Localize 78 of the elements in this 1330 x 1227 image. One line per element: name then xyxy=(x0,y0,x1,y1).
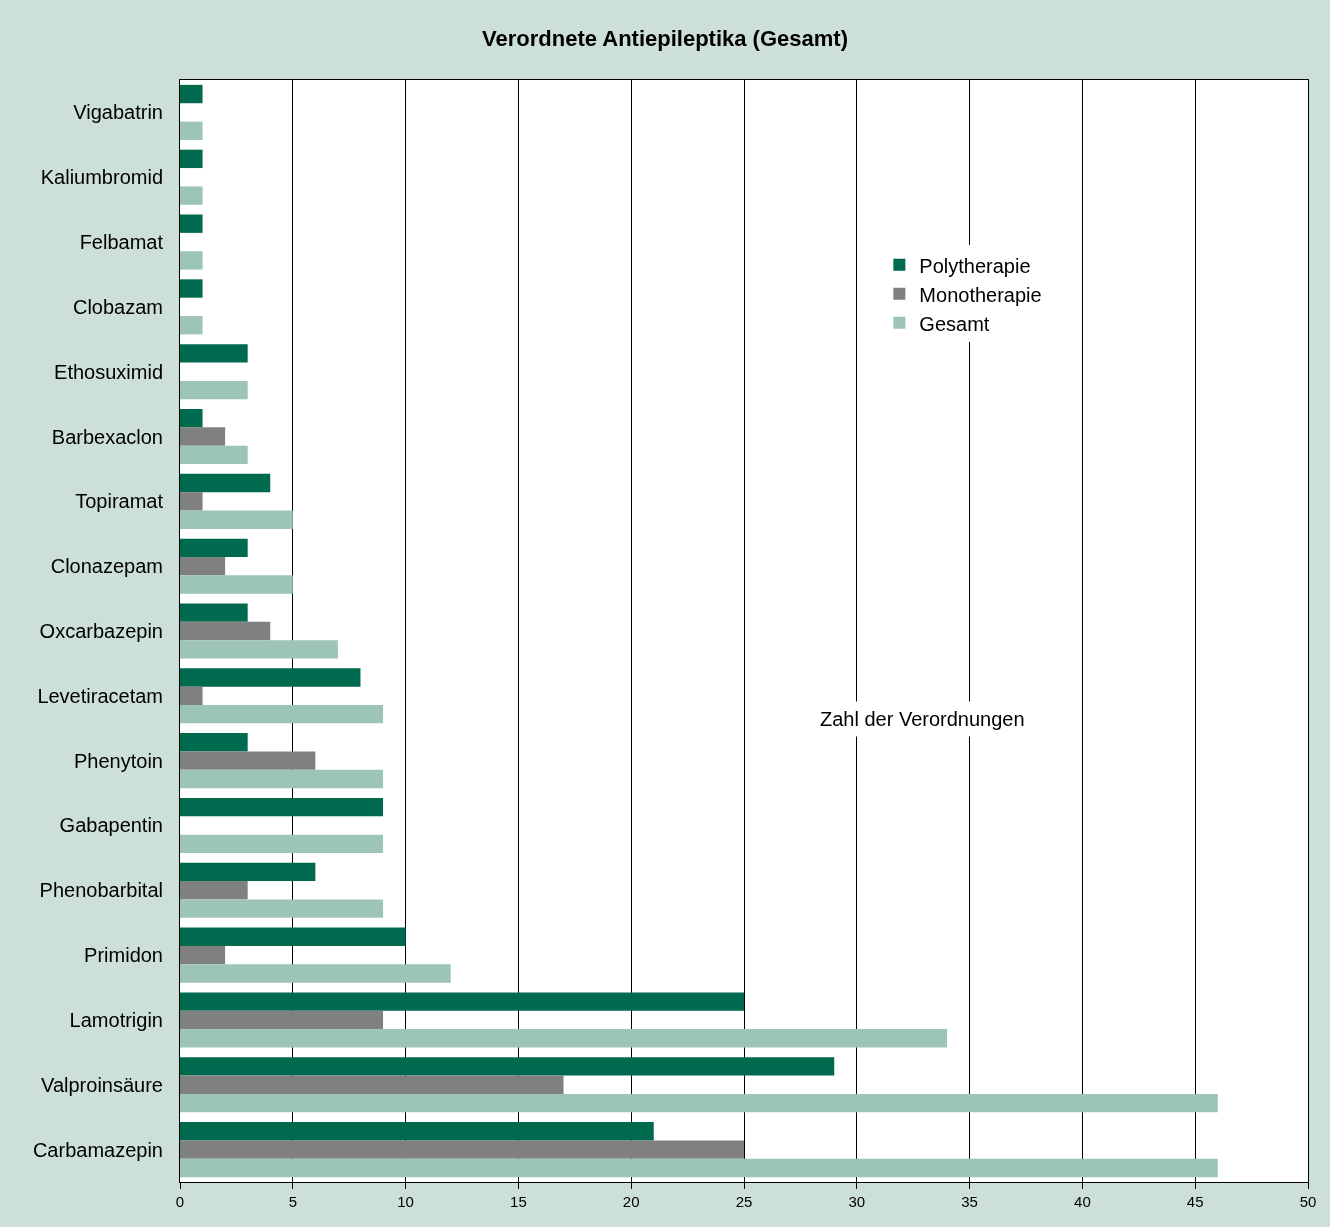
y-tick-label: Barbexaclon xyxy=(51,425,163,448)
bar xyxy=(180,380,248,400)
bar xyxy=(180,186,203,205)
bar xyxy=(180,992,744,1011)
bar xyxy=(180,427,226,446)
bar xyxy=(180,492,203,511)
x-tick-label: 20 xyxy=(622,1193,640,1210)
bar xyxy=(180,344,248,363)
x-tick-label: 25 xyxy=(735,1193,753,1210)
bar xyxy=(180,769,384,789)
bar xyxy=(180,686,203,706)
x-axis-title: Zahl der Verordnungen xyxy=(820,708,1025,730)
bar xyxy=(180,1075,564,1094)
x-tick-label: 40 xyxy=(1074,1193,1091,1210)
bar xyxy=(180,797,384,817)
bar xyxy=(180,733,248,752)
bar xyxy=(180,408,203,428)
y-tick-label: Carbamazepin xyxy=(32,1138,163,1161)
y-tick-label: Clobazam xyxy=(72,295,163,318)
bar xyxy=(180,251,203,270)
bar xyxy=(180,1122,654,1141)
x-tick-label: 0 xyxy=(175,1193,185,1210)
bar xyxy=(180,84,203,104)
bar xyxy=(180,1057,835,1076)
chart-title: Verordnete Antiepileptika (Gesamt) xyxy=(482,26,848,52)
bar xyxy=(180,556,226,576)
y-tick-label: Levetiracetam xyxy=(37,684,163,707)
bar xyxy=(180,751,316,770)
bar xyxy=(180,621,271,641)
x-tick-label: 50 xyxy=(1299,1193,1317,1210)
x-tick-label: 35 xyxy=(961,1193,978,1210)
bar xyxy=(180,149,203,169)
y-tick-label: Topiramat xyxy=(75,490,164,513)
y-tick-label: Gabapentin xyxy=(59,814,163,837)
x-tick-label: 15 xyxy=(510,1193,527,1210)
bar xyxy=(180,1010,384,1030)
bar xyxy=(180,538,248,557)
bar xyxy=(180,1158,1218,1178)
y-tick-label: Primidon xyxy=(84,944,163,967)
bar xyxy=(180,668,361,687)
legend-label: Monotherapie xyxy=(919,283,1042,306)
y-tick-label: Felbamat xyxy=(79,231,164,254)
y-tick-label: Clonazepam xyxy=(50,555,163,578)
bar xyxy=(180,575,293,594)
x-tick-label: 45 xyxy=(1186,1193,1204,1210)
bar xyxy=(180,945,226,965)
x-tick-label: 30 xyxy=(848,1193,866,1210)
bar xyxy=(180,834,384,854)
x-tick-label: 5 xyxy=(288,1193,297,1210)
bar xyxy=(180,121,203,140)
y-tick-label: Phenobarbital xyxy=(39,879,163,902)
bar xyxy=(180,899,384,918)
bar xyxy=(180,1029,948,1048)
y-tick-label: Ethosuximid xyxy=(54,360,163,383)
bar xyxy=(180,473,271,493)
bar xyxy=(180,510,293,529)
y-tick-label: Phenytoin xyxy=(74,749,163,772)
bar xyxy=(180,927,406,946)
legend-label: Polytherapie xyxy=(919,254,1031,277)
y-tick-label: Vigabatrin xyxy=(73,101,163,124)
y-tick-label: Lamotrigin xyxy=(69,1008,163,1031)
bar xyxy=(180,1140,744,1159)
y-tick-label: Valproinsäure xyxy=(41,1073,163,1096)
bar xyxy=(180,881,248,900)
bar xyxy=(180,603,248,622)
bar xyxy=(180,1093,1218,1113)
bar xyxy=(180,862,316,882)
x-tick-label: 10 xyxy=(397,1193,414,1210)
bar xyxy=(180,279,203,298)
bar xyxy=(180,445,248,465)
bar xyxy=(180,705,384,724)
legend-label: Gesamt xyxy=(919,312,990,335)
y-tick-label: Oxcarbazepin xyxy=(39,620,163,642)
bar xyxy=(180,214,203,233)
y-tick-label: Kaliumbromid xyxy=(40,166,163,189)
bar xyxy=(180,640,338,659)
bar xyxy=(180,316,203,335)
bar xyxy=(180,964,451,983)
